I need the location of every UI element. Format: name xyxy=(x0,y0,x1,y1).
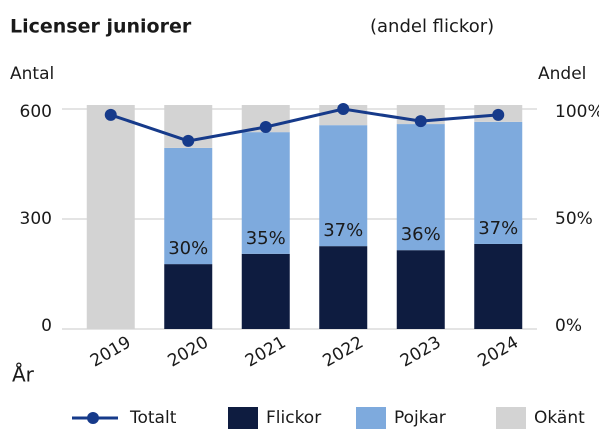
y2-axis-label: Andel xyxy=(538,64,586,84)
x-tick-label: 2019 xyxy=(87,333,134,372)
legend-label: Flickor xyxy=(266,408,321,428)
bar-segment xyxy=(396,124,445,251)
x-axis-label: År xyxy=(12,363,35,387)
x-tick-label: 2023 xyxy=(397,333,444,372)
chart-title: Licenser juniorer xyxy=(10,16,192,38)
line-marker xyxy=(492,108,505,121)
data-label: 37% xyxy=(323,220,363,241)
legend-swatch xyxy=(356,407,386,429)
y2-tick-label: 100% xyxy=(555,102,599,122)
y-tick-label: 300 xyxy=(20,209,52,229)
data-label: 36% xyxy=(401,224,441,245)
legend-label: Okänt xyxy=(534,408,585,428)
line-marker xyxy=(104,108,117,121)
line-marker xyxy=(414,115,427,128)
legend-marker xyxy=(87,412,99,424)
line xyxy=(110,107,499,143)
line-marker xyxy=(337,103,350,116)
line-marker xyxy=(259,120,272,133)
bar-segment xyxy=(164,147,213,265)
bar-segment xyxy=(164,264,213,329)
y-axis-label: Antal xyxy=(10,64,54,84)
line-marker xyxy=(182,134,195,147)
bar-segment xyxy=(86,105,135,329)
legend-label: Pojkar xyxy=(394,408,446,428)
y2-tick-label: 0% xyxy=(555,316,582,336)
data-label: 30% xyxy=(168,238,208,259)
bar-segment xyxy=(396,250,445,329)
y-tick-label: 0 xyxy=(41,316,52,336)
x-tick-label: 2022 xyxy=(320,333,367,372)
legend-label: Totalt xyxy=(129,408,177,428)
data-label: 37% xyxy=(478,218,518,239)
x-tick-label: 2020 xyxy=(165,333,212,372)
bar-segment xyxy=(474,121,523,244)
data-label: 35% xyxy=(246,228,286,249)
bar-segment xyxy=(319,246,368,329)
y2-tick-label: 50% xyxy=(555,209,593,229)
x-tick-label: 2021 xyxy=(242,333,289,372)
bar-segment xyxy=(319,125,368,247)
y-tick-label: 600 xyxy=(20,102,52,122)
x-tick-label: 2024 xyxy=(475,333,522,372)
legend-swatch xyxy=(228,407,258,429)
bar-segment xyxy=(241,132,290,254)
bar-segment xyxy=(474,243,523,329)
bar-segment xyxy=(241,253,290,329)
chart-subtitle: (andel flickor) xyxy=(370,16,494,37)
legend-swatch xyxy=(496,407,526,429)
